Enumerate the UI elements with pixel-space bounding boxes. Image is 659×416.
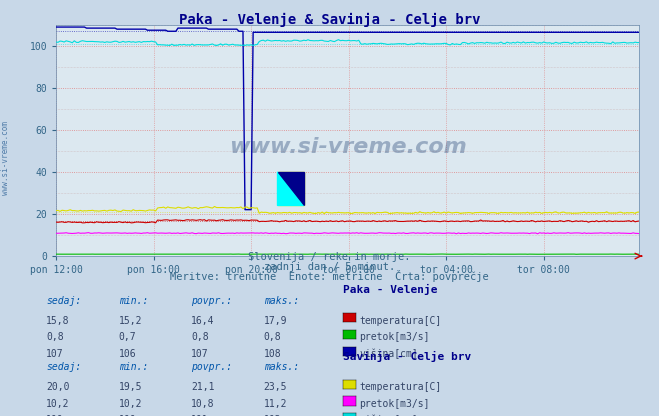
Text: Savinja - Celje brv: Savinja - Celje brv [343, 351, 471, 362]
Text: 10,2: 10,2 [119, 399, 142, 409]
Text: pretok[m3/s]: pretok[m3/s] [359, 332, 430, 342]
Text: maks.:: maks.: [264, 296, 299, 306]
Text: 20,0: 20,0 [46, 382, 70, 392]
Text: temperatura[C]: temperatura[C] [359, 382, 442, 392]
Text: temperatura[C]: temperatura[C] [359, 316, 442, 326]
Text: 0,8: 0,8 [191, 332, 209, 342]
Text: 15,2: 15,2 [119, 316, 142, 326]
Text: povpr.:: povpr.: [191, 296, 232, 306]
Text: višina[cm]: višina[cm] [359, 415, 418, 416]
Text: 107: 107 [191, 349, 209, 359]
Text: 19,5: 19,5 [119, 382, 142, 392]
Text: 15,8: 15,8 [46, 316, 70, 326]
Text: min.:: min.: [119, 362, 148, 372]
Text: www.si-vreme.com: www.si-vreme.com [229, 137, 467, 157]
Text: min.:: min.: [119, 296, 148, 306]
Text: Paka - Velenje & Savinja - Celje brv: Paka - Velenje & Savinja - Celje brv [179, 13, 480, 27]
Text: 108: 108 [264, 349, 281, 359]
Text: 23,5: 23,5 [264, 382, 287, 392]
Text: 0,7: 0,7 [119, 332, 136, 342]
Text: pretok[m3/s]: pretok[m3/s] [359, 399, 430, 409]
Text: Slovenija / reke in morje.: Slovenija / reke in morje. [248, 252, 411, 262]
Text: 16,4: 16,4 [191, 316, 215, 326]
Bar [277, 172, 304, 206]
Text: 11,2: 11,2 [264, 399, 287, 409]
Text: sedaj:: sedaj: [46, 362, 81, 372]
Text: 10,2: 10,2 [46, 399, 70, 409]
Text: 107: 107 [46, 349, 64, 359]
Text: www.si-vreme.com: www.si-vreme.com [1, 121, 10, 195]
Text: 0,8: 0,8 [264, 332, 281, 342]
Text: 21,1: 21,1 [191, 382, 215, 392]
Text: sedaj:: sedaj: [46, 296, 81, 306]
Text: 106: 106 [119, 349, 136, 359]
Text: 0,8: 0,8 [46, 332, 64, 342]
Text: Paka - Velenje: Paka - Velenje [343, 284, 437, 295]
Text: višina[cm]: višina[cm] [359, 349, 418, 359]
Text: povpr.:: povpr.: [191, 362, 232, 372]
Text: 17,9: 17,9 [264, 316, 287, 326]
Text: Meritve: trenutne  Enote: metrične  Črta: povprečje: Meritve: trenutne Enote: metrične Črta: … [170, 270, 489, 282]
Polygon shape [277, 172, 304, 206]
Text: 10,8: 10,8 [191, 399, 215, 409]
Polygon shape [277, 172, 304, 206]
Text: zadnji dan / 5 minut.: zadnji dan / 5 minut. [264, 262, 395, 272]
Text: maks.:: maks.: [264, 362, 299, 372]
